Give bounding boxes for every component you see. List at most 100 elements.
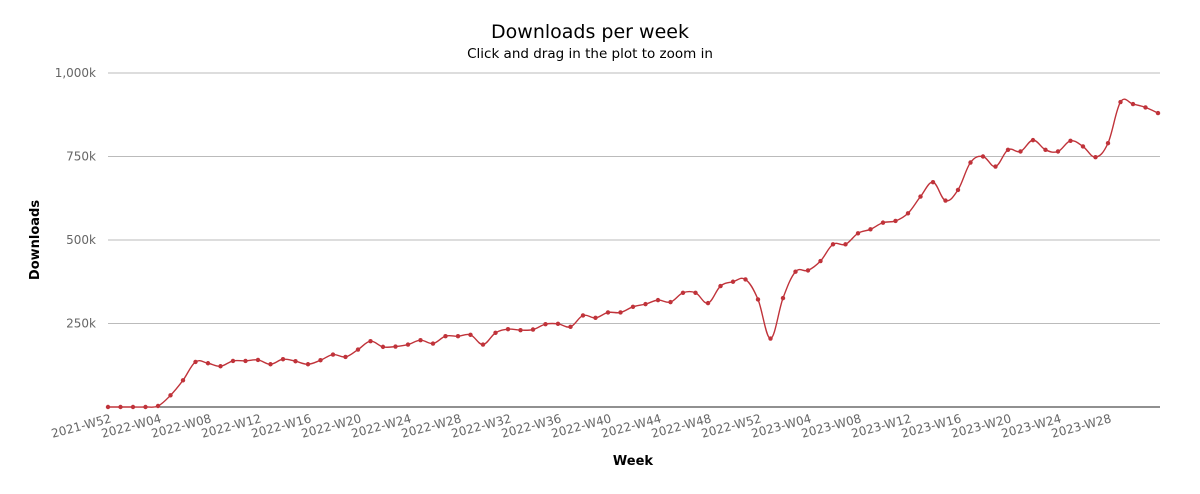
data-point[interactable] [205,361,211,366]
data-point[interactable] [105,404,111,410]
data-point[interactable] [130,404,136,410]
data-point[interactable] [643,301,648,307]
y-axis-title: Downloads [28,200,43,280]
data-point[interactable] [230,358,236,364]
data-point[interactable] [868,227,873,232]
data-point[interactable] [393,344,398,349]
data-point[interactable] [193,359,198,365]
data-point[interactable] [655,297,661,303]
data-point[interactable] [680,290,686,295]
data-point[interactable] [893,218,898,224]
data-point[interactable] [468,332,473,338]
data-point[interactable] [168,393,173,398]
data-point[interactable] [1043,147,1048,153]
y-tick-label: 500k [66,233,96,247]
data-point[interactable] [530,327,536,332]
data-point[interactable] [518,327,523,333]
data-point[interactable] [480,342,486,347]
data-point[interactable] [493,330,498,336]
data-point[interactable] [368,339,373,344]
data-point[interactable] [1005,147,1011,153]
data-point[interactable] [993,164,998,169]
data-point[interactable] [355,347,361,352]
data-point[interactable] [1105,140,1111,146]
data-point[interactable] [505,326,511,332]
data-point[interactable] [343,354,348,360]
series-line [107,98,1159,408]
data-point[interactable] [1030,137,1036,143]
data-point[interactable] [768,336,773,341]
data-point[interactable] [618,310,623,315]
data-point[interactable] [1143,105,1148,110]
data-point[interactable] [293,359,298,364]
data-point[interactable] [855,231,861,236]
data-point[interactable] [593,315,598,321]
x-axis-tick-labels: 2021-W522022-W042022-W082022-W122022-W16… [50,411,1113,440]
data-point[interactable] [418,338,423,343]
data-point[interactable] [980,154,986,159]
data-point[interactable] [1018,149,1023,154]
data-point[interactable] [1080,144,1086,149]
data-point[interactable] [1155,110,1161,116]
data-point[interactable] [280,357,286,362]
data-point[interactable] [568,324,573,330]
data-point[interactable] [580,313,586,318]
data-point[interactable] [705,300,711,306]
data-point[interactable] [555,321,561,327]
data-point[interactable] [455,333,461,339]
data-point[interactable] [243,358,248,364]
y-tick-label: 750k [66,150,96,164]
data-point[interactable] [718,283,723,289]
data-point[interactable] [118,404,123,410]
data-point[interactable] [330,352,336,357]
data-point[interactable] [943,198,948,203]
y-tick-label: 1,000k [55,66,96,80]
data-point[interactable] [180,378,186,383]
chart-title: Downloads per week [491,21,689,43]
data-point[interactable] [968,160,973,165]
data-point[interactable] [443,333,448,339]
data-points[interactable] [105,99,1161,410]
data-point[interactable] [405,342,411,347]
data-point[interactable] [955,187,961,193]
data-point[interactable] [693,290,698,295]
data-point[interactable] [805,268,811,273]
data-point[interactable] [730,279,736,284]
data-point[interactable] [1093,154,1098,160]
data-point[interactable] [843,242,848,247]
data-point[interactable] [818,258,823,264]
data-point[interactable] [880,220,886,225]
data-point[interactable] [830,242,836,247]
x-axis-title: Week [613,454,654,469]
data-point[interactable] [305,362,311,367]
data-point[interactable] [605,310,611,315]
data-point[interactable] [218,364,223,369]
data-point[interactable] [318,358,323,363]
data-point[interactable] [143,404,148,410]
chart-subtitle: Click and drag in the plot to zoom in [467,46,713,62]
data-point[interactable] [668,299,673,305]
data-point[interactable] [255,357,261,363]
data-point[interactable] [430,341,436,346]
data-point[interactable] [1068,138,1073,144]
y-tick-label: 250k [66,317,96,331]
data-point[interactable] [1118,99,1123,105]
data-point[interactable] [630,304,636,309]
y-axis-tick-labels: 250k 500k 750k 1,000k [55,66,96,331]
data-point[interactable] [755,297,761,302]
data-point[interactable] [380,344,386,350]
data-point[interactable] [155,403,161,409]
data-point[interactable] [743,277,748,282]
data-point[interactable] [1055,149,1061,154]
data-point[interactable] [930,180,936,185]
data-point[interactable] [268,362,273,367]
data-point[interactable] [918,194,923,199]
data-point[interactable] [1130,101,1136,107]
gridlines [108,72,1160,324]
data-point[interactable] [793,269,798,274]
data-point[interactable] [780,295,786,301]
data-point[interactable] [543,321,548,327]
data-point[interactable] [905,211,911,216]
